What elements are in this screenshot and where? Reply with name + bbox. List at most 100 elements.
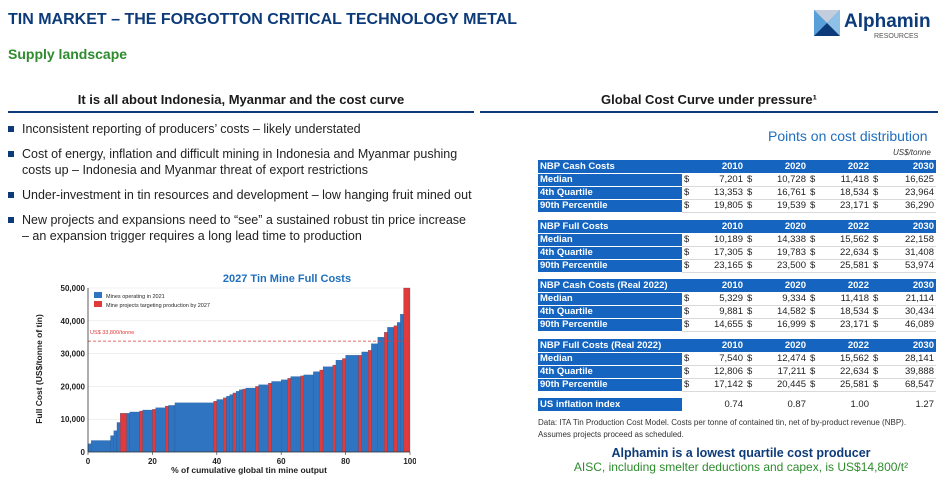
cost-value: 13,353 xyxy=(690,186,745,200)
currency-symbol: $ xyxy=(745,246,753,260)
currency-symbol: $ xyxy=(745,378,753,392)
cost-table-title: NBP Cash Costs xyxy=(538,160,682,174)
year-header: 2022 xyxy=(816,339,871,353)
legend-label-projects: Mine projects targeting production by 20… xyxy=(106,303,210,309)
cost-value: 7,201 xyxy=(690,173,745,187)
cost-curve-bar xyxy=(319,369,324,453)
cost-curve-bar xyxy=(91,440,111,453)
currency-symbol: $ xyxy=(745,259,753,273)
currency-symbol: $ xyxy=(745,305,753,319)
legend-label-operating: Mines operating in 2021 xyxy=(106,294,165,300)
cost-curve-bar xyxy=(223,397,227,453)
bullet-item: Cost of energy, inflation and difficult … xyxy=(8,146,474,178)
currency-symbol: $ xyxy=(871,378,879,392)
cost-table-title: NBP Cash Costs (Real 2022) xyxy=(538,279,682,293)
cost-curve-bar xyxy=(129,411,140,453)
table-row: Median $10,189 $14,338 $15,562 $22,158 xyxy=(538,233,936,247)
cost-curve-bar xyxy=(396,322,401,453)
currency-symbol: $ xyxy=(871,365,879,379)
year-header: 2010 xyxy=(690,160,745,174)
data-footnote: Data: ITA Tin Production Cost Model. Cos… xyxy=(538,418,907,439)
cost-value: 19,805 xyxy=(690,199,745,213)
currency-symbol: $ xyxy=(808,199,816,213)
cost-value: 20,445 xyxy=(753,378,808,392)
cost-value: 5,329 xyxy=(690,292,745,306)
year-header: 2020 xyxy=(753,339,808,353)
bullet-square-icon xyxy=(8,126,14,132)
table-row: 90th Percentile $14,655 $16,999 $23,171 $46,… xyxy=(538,318,936,332)
cost-curve-bar xyxy=(403,287,411,453)
inflation-row: US inflation index 0.74 0.87 1.00 1.27 xyxy=(538,398,936,412)
cost-table-title: NBP Full Costs xyxy=(538,220,682,234)
points-on-cost-distribution-title: Points on cost distribution xyxy=(768,128,928,144)
cost-table-header-row: NBP Full Costs (Real 2022) 2010 2020 2022 20… xyxy=(538,339,936,353)
currency-symbol: $ xyxy=(745,186,753,200)
cost-curve-bar xyxy=(216,399,224,453)
row-label: 90th Percentile xyxy=(538,378,682,392)
year-header: 2030 xyxy=(879,279,936,293)
row-label: 90th Percentile xyxy=(538,318,682,332)
cost-value: 10,189 xyxy=(690,233,745,247)
year-header: 2010 xyxy=(690,220,745,234)
table-row: Median $7,540 $12,474 $15,562 $28,141 xyxy=(538,352,936,366)
row-label: Median xyxy=(538,292,682,306)
chart-y-tick-label: 10,000 xyxy=(61,415,86,424)
bullet-item: Under-investment in tin resources and de… xyxy=(8,187,474,203)
cost-curve-bar xyxy=(368,350,372,453)
legend-swatch-projects xyxy=(94,301,102,307)
cost-value: 14,655 xyxy=(690,318,745,332)
bullet-list: Inconsistent reporting of producers’ cos… xyxy=(8,121,474,253)
cost-curve-bar xyxy=(126,413,130,453)
cost-curve-bar xyxy=(229,394,234,453)
row-label: 4th Quartile xyxy=(538,365,682,379)
cost-value: 17,142 xyxy=(690,378,745,392)
cost-curve-bar xyxy=(384,332,388,453)
table-row: 4th Quartile $17,305 $19,783 $22,634 $31,408 xyxy=(538,246,936,260)
cost-curve-bar xyxy=(255,386,259,453)
cost-value: 11,418 xyxy=(816,173,871,187)
bullet-square-icon xyxy=(8,192,14,198)
cost-table-nbp-full-real: NBP Full Costs (Real 2022) 2010 2020 2022 20… xyxy=(538,339,936,392)
year-header: 2022 xyxy=(816,279,871,293)
currency-symbol: $ xyxy=(871,173,879,187)
currency-symbol: $ xyxy=(808,233,816,247)
cost-curve-bar xyxy=(245,387,256,453)
cost-value: 36,290 xyxy=(879,199,936,213)
currency-symbol: $ xyxy=(682,292,690,306)
chart-y-tick-label: 50,000 xyxy=(61,284,86,293)
chart-legend: Mines operating in 2021 Mine projects ta… xyxy=(94,292,210,309)
cost-curve-bar xyxy=(332,364,337,453)
cost-value: 25,581 xyxy=(816,259,871,273)
currency-symbol: $ xyxy=(808,186,816,200)
table-row: Median $7,201 $10,728 $11,418 $16,625 xyxy=(538,173,936,187)
cost-curve-bar xyxy=(232,392,237,453)
page-title: TIN MARKET – THE FORGOTTON CRITICAL TECH… xyxy=(8,11,518,28)
tin-mine-cost-curve-chart: 2027 Tin Mine Full Costs 0 10,000 20,000 30… xyxy=(36,273,416,475)
cost-table-title: NBP Full Costs (Real 2022) xyxy=(538,339,682,353)
inflation-label: US inflation index xyxy=(538,398,682,412)
legend-swatch-operating xyxy=(94,292,102,298)
cost-value: 28,141 xyxy=(879,352,936,366)
cost-value: 23,171 xyxy=(816,318,871,332)
cost-curve-bar xyxy=(400,314,404,453)
cost-curve-bar xyxy=(120,413,127,453)
table-row: Median $5,329 $9,334 $11,418 $21,114 xyxy=(538,292,936,306)
cost-value: 22,634 xyxy=(816,246,871,260)
currency-symbol: $ xyxy=(871,259,879,273)
cost-curve-bar xyxy=(113,430,118,453)
cost-curve-bar xyxy=(281,379,288,453)
right-section-heading: Global Cost Curve under pressure¹ xyxy=(601,92,817,107)
chart-y-tick-label: 20,000 xyxy=(61,382,86,391)
cost-curve-bar xyxy=(239,389,243,453)
cost-curve-bar xyxy=(300,375,304,453)
cost-curve-bar xyxy=(342,358,346,453)
row-label: Median xyxy=(538,233,682,247)
table-row: 90th Percentile $19,805 $19,539 $23,171 $36,… xyxy=(538,199,936,213)
row-label: 90th Percentile xyxy=(538,259,682,273)
bullet-square-icon xyxy=(8,151,14,157)
cost-value: 53,974 xyxy=(879,259,936,273)
cost-value: 22,634 xyxy=(816,365,871,379)
bullet-square-icon xyxy=(8,217,14,223)
cost-value: 19,539 xyxy=(753,199,808,213)
row-label: Median xyxy=(538,352,682,366)
